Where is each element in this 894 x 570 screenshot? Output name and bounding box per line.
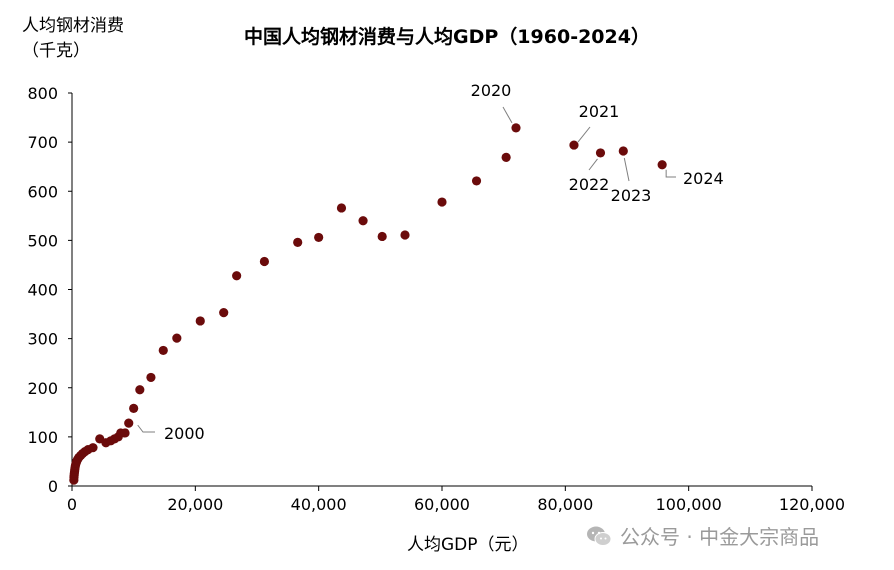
data-point	[336, 203, 347, 213]
y-axis-unit-label: （千克）	[22, 41, 90, 61]
data-point	[146, 372, 156, 383]
annotation-label-2024: 2024	[683, 169, 724, 188]
data-point	[232, 271, 242, 281]
data-point	[124, 418, 134, 428]
x-tick-label: 120,000	[779, 495, 845, 514]
y-tick-label: 800	[27, 84, 58, 103]
y-tick-label: 300	[27, 330, 58, 349]
data-point	[135, 385, 145, 395]
data-point	[657, 160, 667, 170]
x-tick-label: 20,000	[167, 495, 223, 514]
annotation-leader-line	[577, 126, 591, 143]
data-point	[358, 216, 368, 226]
y-tick-label: 0	[48, 477, 58, 496]
data-point	[120, 428, 130, 438]
x-axis-label: 人均GDP（元）	[407, 535, 529, 555]
annotation-leader-line	[588, 158, 598, 171]
data-point	[293, 237, 303, 247]
data-point	[88, 443, 98, 453]
annotation-leader-line	[137, 424, 155, 433]
data-point	[219, 307, 229, 318]
data-point	[129, 403, 139, 413]
annotation-label-2022: 2022	[569, 175, 610, 194]
data-point	[569, 140, 579, 150]
annotation-leader-line	[623, 157, 630, 182]
wechat-icon	[587, 526, 612, 546]
data-point	[172, 333, 182, 343]
data-point	[314, 232, 324, 243]
y-tick-label: 100	[27, 428, 58, 447]
annotation-leader-line	[665, 169, 676, 178]
x-tick-label: 80,000	[537, 495, 593, 514]
y-tick-label: 400	[27, 281, 58, 300]
x-tick-label: 40,000	[291, 495, 347, 514]
data-point	[377, 231, 387, 242]
data-point	[437, 197, 447, 207]
y-tick-label: 700	[27, 133, 58, 152]
data-point	[195, 316, 205, 326]
y-tick-label: 600	[27, 182, 58, 201]
data-point	[158, 345, 168, 356]
annotation-label-2000: 2000	[164, 424, 205, 443]
data-point	[501, 152, 511, 162]
y-tick-label: 200	[27, 379, 58, 398]
x-tick-label: 100,000	[656, 495, 722, 514]
data-point	[595, 148, 606, 158]
annotation-label-2023: 2023	[611, 186, 652, 205]
data-point	[259, 256, 269, 267]
data-point	[511, 123, 521, 133]
annotation-leader-line	[502, 106, 513, 124]
x-tick-label: 60,000	[414, 495, 470, 514]
data-point	[471, 176, 482, 186]
data-point	[618, 146, 628, 156]
chart-title: 中国人均钢材消费与人均GDP（1960-2024）	[244, 26, 650, 48]
data-point	[400, 230, 410, 240]
annotation-label-2021: 2021	[579, 102, 620, 121]
x-tick-label: 0	[67, 495, 77, 514]
watermark: 公众号 · 中金大宗商品	[586, 521, 819, 550]
annotation-label-2020: 2020	[471, 81, 512, 100]
watermark-text: 公众号 · 中金大宗商品	[620, 525, 820, 549]
y-tick-label: 500	[27, 231, 58, 250]
y-axis-label: 人均钢材消费	[22, 16, 124, 36]
